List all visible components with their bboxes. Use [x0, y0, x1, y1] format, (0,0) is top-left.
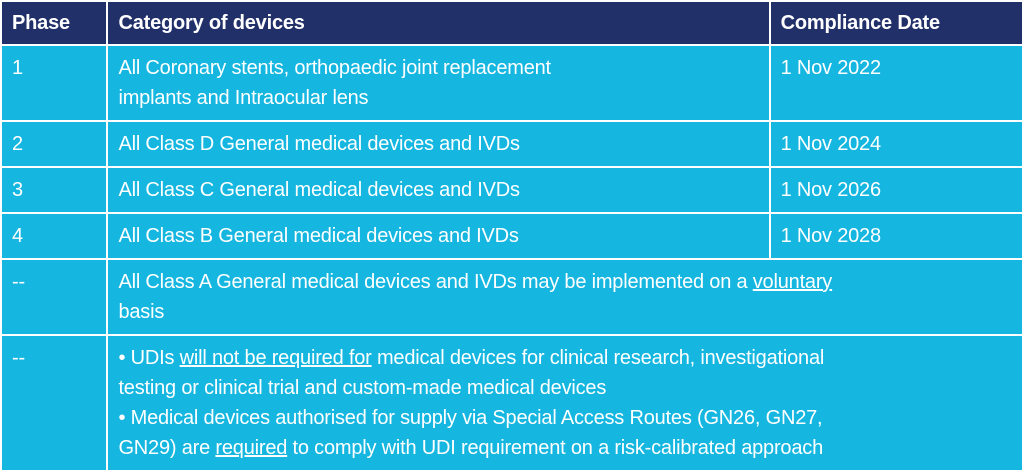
phase-cell: 1 — [0, 44, 109, 122]
category-cell: All Class B General medical devices and … — [106, 212, 771, 260]
category-line: All Class A General medical devices and … — [118, 267, 1012, 297]
table-row-voluntary: -- All Class A General medical devices a… — [0, 258, 1024, 336]
text-segment: to comply with UDI requirement on a risk… — [287, 437, 824, 459]
notes-cell: • UDIs will not be required for medical … — [106, 334, 1024, 472]
date-cell: 1 Nov 2024 — [768, 120, 1024, 168]
category-line: All Coronary stents, orthopaedic joint r… — [118, 57, 551, 79]
text-segment: • UDIs — [118, 347, 180, 369]
note-line: • UDIs will not be required for medical … — [118, 343, 1012, 373]
underlined-text: will not be required for — [179, 347, 372, 369]
category-cell: All Coronary stents, orthopaedic joint r… — [106, 44, 771, 122]
note-line: testing or clinical trial and custom-mad… — [118, 377, 607, 399]
phase-cell: 2 — [0, 120, 109, 168]
table-row: 3 All Class C General medical devices an… — [0, 166, 1024, 214]
phase-cell: 3 — [0, 166, 109, 214]
category-cell: All Class D General medical devices and … — [106, 120, 771, 168]
phase-cell: -- — [0, 334, 109, 472]
text-segment: All Class A General medical devices and … — [118, 271, 753, 293]
header-category: Category of devices — [106, 0, 771, 46]
note-line: • Medical devices authorised for supply … — [118, 407, 823, 429]
category-line: basis — [118, 301, 165, 323]
header-phase: Phase — [0, 0, 109, 46]
table-row: 4 All Class B General medical devices an… — [0, 212, 1024, 260]
note-line: GN29) are required to comply with UDI re… — [118, 433, 1012, 463]
header-row: Phase Category of devices Compliance Dat… — [0, 0, 1024, 46]
phase-cell: 4 — [0, 212, 109, 260]
category-line: implants and Intraocular lens — [118, 87, 369, 109]
underlined-text: voluntary — [752, 271, 833, 293]
category-cell: All Class C General medical devices and … — [106, 166, 771, 214]
underlined-text: required — [215, 437, 288, 459]
date-cell: 1 Nov 2026 — [768, 166, 1024, 214]
table-row: 1 All Coronary stents, orthopaedic joint… — [0, 44, 1024, 122]
table-row-notes: -- • UDIs will not be required for medic… — [0, 334, 1024, 472]
header-compliance-date: Compliance Date — [768, 0, 1024, 46]
date-cell: 1 Nov 2022 — [768, 44, 1024, 122]
table-row: 2 All Class D General medical devices an… — [0, 120, 1024, 168]
text-segment: GN29) are — [118, 437, 216, 459]
phase-cell: -- — [0, 258, 109, 336]
text-segment: medical devices for clinical research, i… — [371, 347, 825, 369]
date-cell: 1 Nov 2028 — [768, 212, 1024, 260]
category-cell: All Class A General medical devices and … — [106, 258, 1024, 336]
